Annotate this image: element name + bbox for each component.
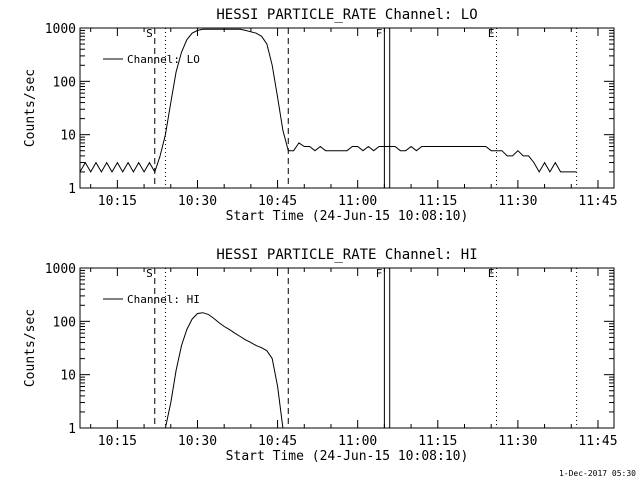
event-marker-label: S [146, 267, 153, 280]
x-tick-label: 10:15 [98, 434, 137, 449]
x-tick-label: 11:00 [338, 194, 377, 209]
y-tick-label: 100 [53, 75, 76, 90]
legend-entry: Channel: HI [127, 293, 200, 306]
y-tick-label: 1 [68, 182, 76, 197]
y-axis-label: Counts/sec [23, 309, 38, 387]
series-line [164, 312, 284, 429]
x-tick-label: 10:45 [258, 434, 297, 449]
y-tick-label: 1000 [45, 22, 76, 37]
y-axis-label: Counts/sec [23, 69, 38, 147]
chart-panel-2: HESSI PARTICLE_RATE Channel: HI 1 10 100 100… [23, 247, 618, 464]
legend-entry: Channel: LO [127, 53, 200, 66]
x-axis-label: Start Time (24-Jun-15 10:08:10) [226, 209, 469, 224]
series-line [79, 28, 577, 174]
chart-title: HESSI PARTICLE_RATE Channel: LO [216, 7, 477, 23]
plot-frame [79, 267, 615, 429]
x-axis-label: Start Time (24-Jun-15 10:08:10) [226, 449, 469, 464]
event-marker-label: E [488, 27, 495, 40]
y-tick-label: 1000 [45, 262, 76, 277]
x-tick-label: 11:15 [418, 434, 457, 449]
x-tick-label: 10:15 [98, 194, 137, 209]
x-tick-label: 11:45 [578, 194, 617, 209]
footer-timestamp: 1-Dec-2017 05:30 [558, 469, 636, 478]
plot-frame [79, 27, 615, 189]
chart-title: HESSI PARTICLE_RATE Channel: HI [216, 247, 477, 263]
x-tick-label: 10:45 [258, 194, 297, 209]
y-tick-label: 1 [68, 422, 76, 437]
x-tick-label: 10:30 [178, 194, 217, 209]
y-tick-label: 10 [60, 129, 76, 144]
event-marker-label: F [376, 27, 383, 40]
x-tick-label: 11:45 [578, 434, 617, 449]
y-tick-label: 10 [60, 369, 76, 384]
x-tick-label: 11:00 [338, 434, 377, 449]
event-marker-label: E [488, 267, 495, 280]
x-tick-label: 11:15 [418, 194, 457, 209]
chart-panel-1: HESSI PARTICLE_RATE Channel: LO 1 10 100 100… [23, 7, 618, 224]
x-tick-label: 10:30 [178, 434, 217, 449]
x-tick-label: 11:30 [498, 194, 537, 209]
x-tick-label: 11:30 [498, 434, 537, 449]
event-marker-label: F [376, 267, 383, 280]
event-marker-label: S [146, 27, 153, 40]
y-tick-label: 100 [53, 315, 76, 330]
